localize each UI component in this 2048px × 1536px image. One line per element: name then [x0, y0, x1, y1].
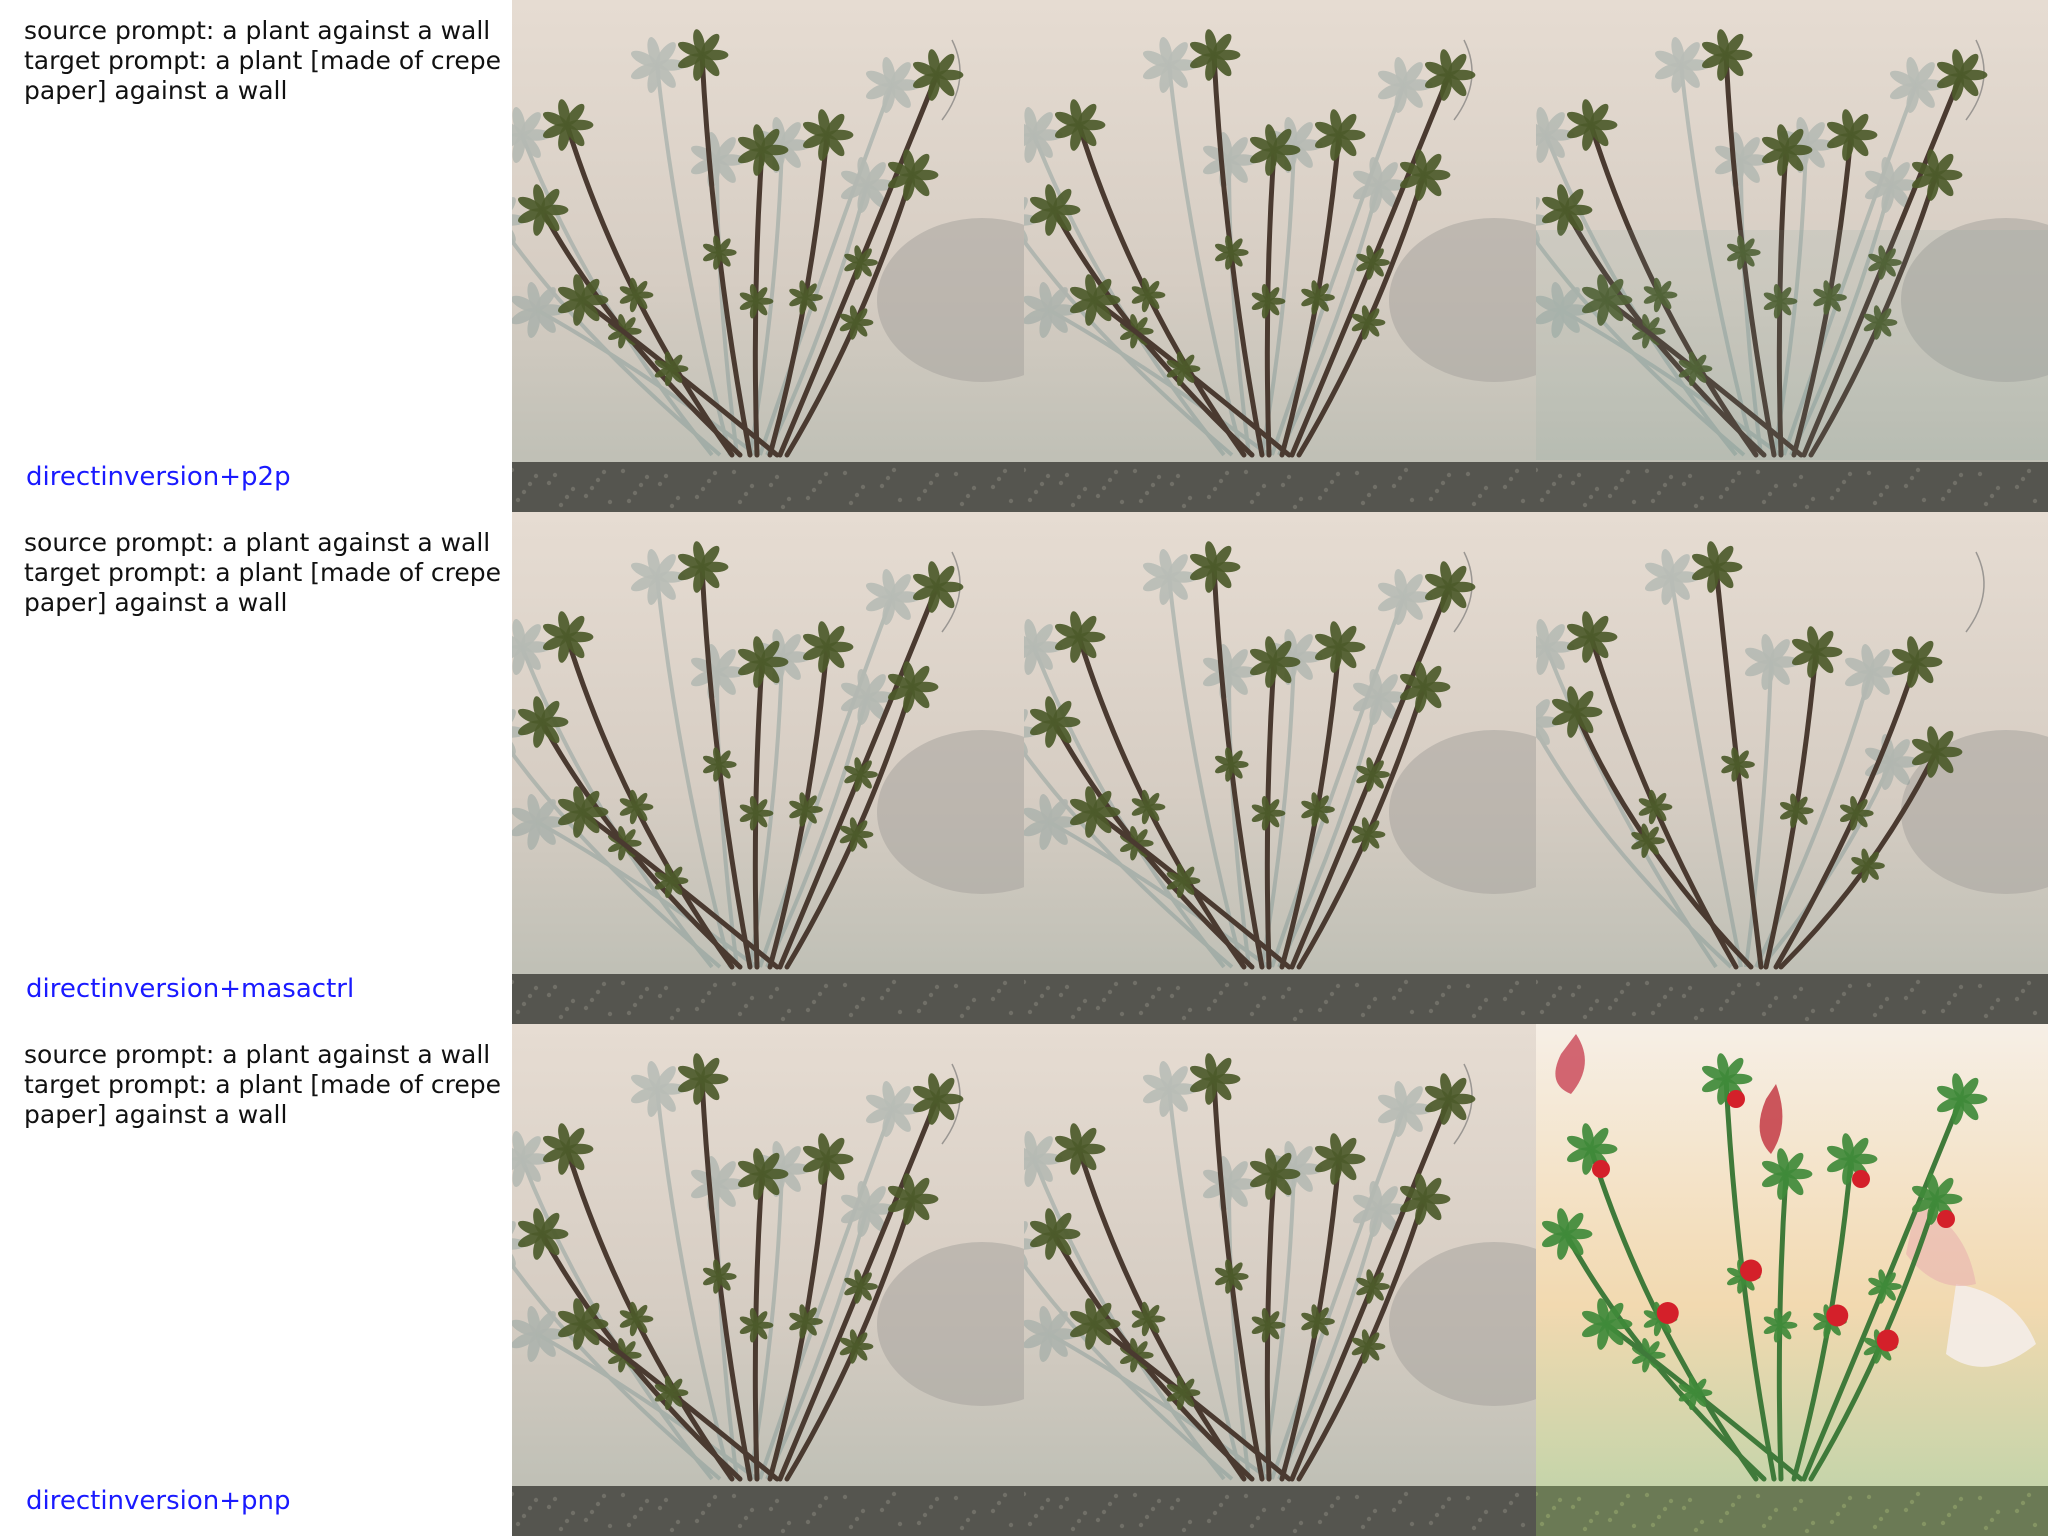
method-label: directinversion+pnp	[26, 1486, 291, 1516]
plant-photo	[1536, 0, 2048, 512]
image-tile-source	[512, 1024, 1024, 1536]
plant-photo	[512, 1024, 1024, 1536]
target-prompt: target prompt: a plant [made of crepe pa…	[24, 46, 502, 105]
image-tile-source	[512, 512, 1024, 1024]
plant-photo	[1536, 1024, 2048, 1536]
image-tile-edited	[1536, 512, 2048, 1024]
comparison-row-2: source prompt: a plant against a wall ta…	[0, 512, 2048, 1024]
row-label-panel: source prompt: a plant against a wall ta…	[0, 1024, 512, 1536]
row-label-panel: source prompt: a plant against a wall ta…	[0, 0, 512, 512]
method-label: directinversion+p2p	[26, 462, 291, 492]
image-tile-edited	[1536, 0, 2048, 512]
source-prompt: source prompt: a plant against a wall	[24, 1040, 491, 1069]
image-tile-source	[512, 0, 1024, 512]
plant-photo	[512, 0, 1024, 512]
plant-photo	[512, 512, 1024, 1024]
prompt-text: source prompt: a plant against a wall ta…	[24, 1040, 508, 1130]
prompt-text: source prompt: a plant against a wall ta…	[24, 528, 508, 618]
image-tile-reconstruction	[1024, 1024, 1536, 1536]
source-prompt: source prompt: a plant against a wall	[24, 528, 491, 557]
source-prompt: source prompt: a plant against a wall	[24, 16, 491, 45]
image-tile-reconstruction	[1024, 512, 1536, 1024]
plant-photo	[1536, 512, 2048, 1024]
comparison-row-3: source prompt: a plant against a wall ta…	[0, 1024, 2048, 1536]
row-label-panel: source prompt: a plant against a wall ta…	[0, 512, 512, 1024]
comparison-row-1: source prompt: a plant against a wall ta…	[0, 0, 2048, 512]
method-label: directinversion+masactrl	[26, 974, 355, 1004]
plant-photo	[1024, 512, 1536, 1024]
target-prompt: target prompt: a plant [made of crepe pa…	[24, 1070, 502, 1129]
target-prompt: target prompt: a plant [made of crepe pa…	[24, 558, 502, 617]
plant-photo	[1024, 0, 1536, 512]
image-tile-reconstruction	[1024, 0, 1536, 512]
image-tile-edited	[1536, 1024, 2048, 1536]
prompt-text: source prompt: a plant against a wall ta…	[24, 16, 508, 106]
plant-photo	[1024, 1024, 1536, 1536]
